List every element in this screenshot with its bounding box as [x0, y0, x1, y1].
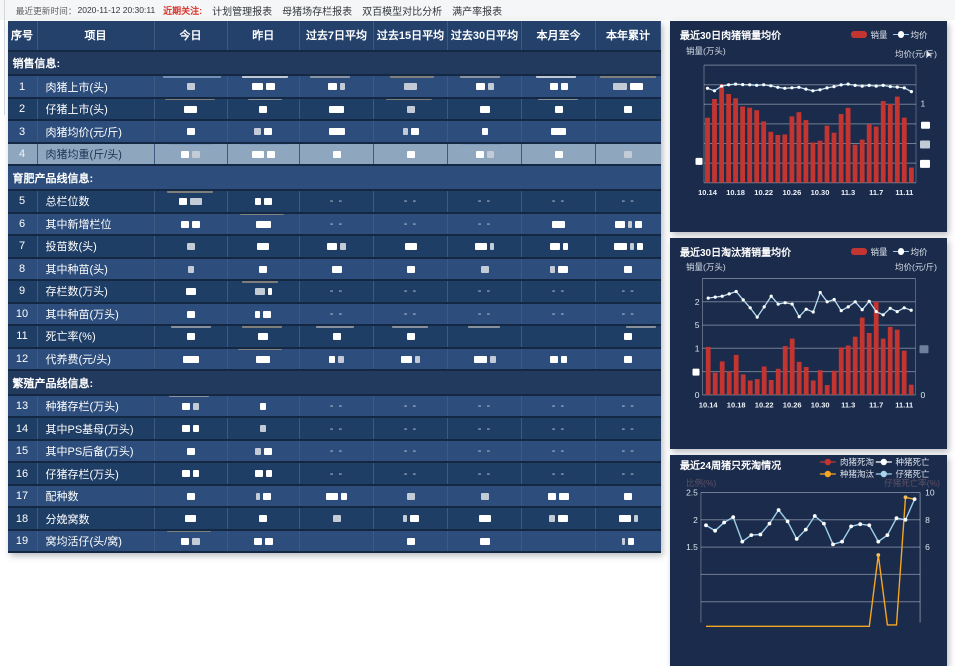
- svg-text:肉猪死淘: 肉猪死淘: [840, 457, 874, 467]
- svg-text:种猪淘汰: 种猪淘汰: [840, 469, 875, 479]
- svg-text:种猪死亡: 种猪死亡: [895, 457, 930, 467]
- svg-text:10.22: 10.22: [754, 400, 773, 409]
- svg-text:10.14: 10.14: [698, 188, 718, 197]
- svg-text:5: 5: [694, 320, 699, 330]
- svg-text:10.14: 10.14: [698, 400, 718, 409]
- svg-text:2: 2: [693, 514, 698, 524]
- svg-text:2.5: 2.5: [686, 487, 698, 497]
- svg-text:0: 0: [694, 389, 699, 399]
- svg-text:10: 10: [925, 487, 935, 497]
- svg-text:1.5: 1.5: [686, 542, 698, 552]
- svg-text:10.18: 10.18: [726, 188, 745, 197]
- svg-text:11.3: 11.3: [841, 400, 855, 409]
- svg-text:2: 2: [694, 296, 699, 306]
- svg-text:0: 0: [920, 389, 925, 399]
- svg-text:10.22: 10.22: [754, 188, 773, 197]
- svg-text:11.3: 11.3: [841, 188, 855, 197]
- svg-text:8: 8: [925, 514, 930, 524]
- svg-text:1: 1: [920, 98, 925, 108]
- svg-text:6: 6: [925, 542, 930, 552]
- svg-text:10.30: 10.30: [810, 400, 829, 409]
- svg-text:10.26: 10.26: [782, 188, 801, 197]
- svg-text:11.11: 11.11: [895, 188, 913, 197]
- svg-text:11.11: 11.11: [895, 400, 913, 409]
- svg-text:10.30: 10.30: [810, 188, 829, 197]
- svg-text:仔猪死亡: 仔猪死亡: [895, 469, 930, 479]
- svg-text:11.7: 11.7: [869, 400, 883, 409]
- svg-text:1: 1: [694, 343, 699, 353]
- svg-text:11.7: 11.7: [869, 188, 883, 197]
- svg-text:10.18: 10.18: [726, 400, 745, 409]
- svg-text:10.26: 10.26: [782, 400, 801, 409]
